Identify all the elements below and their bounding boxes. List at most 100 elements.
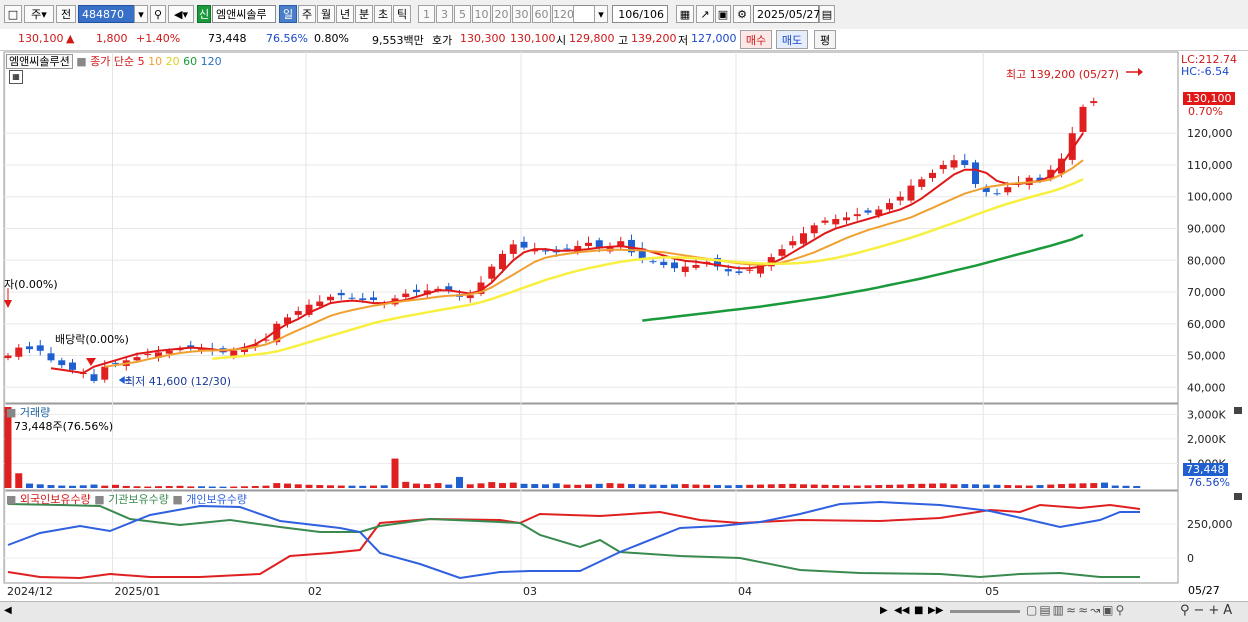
candle [542, 250, 549, 252]
volume-bar [294, 484, 302, 488]
interval-3[interactable]: 3 [436, 5, 453, 23]
candle [370, 297, 377, 300]
tab-3[interactable]: 년 [336, 5, 354, 23]
zoom-slider[interactable] [950, 610, 1020, 613]
interval-60[interactable]: 60 [532, 5, 551, 23]
interval-1[interactable]: 1 [418, 5, 435, 23]
candle [1047, 169, 1055, 179]
tab-5[interactable]: 초 [374, 5, 392, 23]
min-annotation: 최저 41,600 (12/30) [125, 375, 232, 388]
interval-5[interactable]: 5 [454, 5, 471, 23]
volume-bar [509, 482, 517, 488]
volume-bar [660, 484, 668, 488]
volume-bar [1015, 485, 1022, 488]
volume-bar [800, 484, 807, 488]
candle [714, 258, 721, 267]
buy-button[interactable]: 매수 [740, 30, 772, 49]
speaker-icon[interactable]: ◀▾ [168, 5, 194, 23]
holding-tick-label-2: 0 [1187, 552, 1194, 565]
search-icon[interactable]: ⚲ [150, 5, 166, 23]
layout-icon[interactable]: □ [4, 5, 22, 23]
candle [155, 352, 162, 358]
interval-10[interactable]: 10 [472, 5, 491, 23]
price-tick-label: 70,000 [1187, 286, 1226, 299]
table-icon[interactable]: ▦ [9, 70, 23, 84]
volume-close-icon[interactable]: ■ [6, 406, 17, 419]
sell-button[interactable]: 매도 [776, 30, 808, 49]
save-icon[interactable]: ▣ [715, 5, 731, 23]
stop-icon[interactable]: ■ [914, 605, 924, 616]
candle [628, 239, 635, 253]
period-type-select[interactable]: 주▾ [24, 5, 54, 23]
tab-0[interactable]: 일 [279, 5, 297, 23]
rewind-icon[interactable]: ◀◀ [894, 605, 910, 616]
draw-tool-icon[interactable]: ↗ [696, 5, 714, 23]
volume-bar [1068, 483, 1076, 488]
fast-forward-icon[interactable]: ▶▶ [928, 605, 944, 616]
zoom-controls-icon[interactable]: ⚲−+A [1180, 603, 1237, 618]
volume-bar [918, 483, 926, 488]
interval-120[interactable]: 120 [552, 5, 574, 23]
institution-holding-line [7, 503, 1140, 579]
settings-icon[interactable]: ⚙ [733, 5, 751, 23]
volume-bar [628, 484, 635, 488]
candle [724, 269, 732, 272]
prev-button[interactable]: 전 [56, 5, 76, 23]
candle [1090, 101, 1098, 104]
calendar-icon[interactable]: ▤ [819, 5, 835, 23]
tab-1[interactable]: 주 [298, 5, 316, 23]
candle [101, 366, 109, 380]
volume-value-label: 73,448주(76.56%) [14, 420, 114, 433]
grid-icon[interactable]: ▦ [676, 5, 694, 23]
candle [327, 296, 334, 301]
holding-close-icon[interactable]: ■ [6, 493, 17, 506]
quote-label: 호가 [432, 34, 453, 47]
chart-tools-icon[interactable]: ▢▤▥≈≈↝▣⚲ [1026, 603, 1127, 617]
candle [445, 286, 453, 291]
volume-bar [853, 485, 861, 488]
scroll-left-icon[interactable]: ◀ [4, 605, 12, 616]
candle [176, 349, 184, 351]
tab-4[interactable]: 분 [355, 5, 373, 23]
interval-dropdown-icon[interactable]: ▾ [594, 5, 608, 23]
volume-bar [466, 484, 474, 488]
stock-chart[interactable]: 120,000 110,000 100,000 90,000 80,000 70,000 6… [0, 50, 1248, 602]
eval-button[interactable]: 평 [814, 30, 836, 49]
low-label: 저 [678, 34, 689, 47]
interval-20[interactable]: 20 [492, 5, 511, 23]
tab-2[interactable]: 월 [317, 5, 335, 23]
volume-bar [735, 485, 743, 488]
legend-close-icon[interactable]: ■ [76, 55, 87, 68]
dropdown-icon[interactable]: ▾ [134, 5, 148, 23]
candle [47, 353, 55, 361]
candle [843, 217, 850, 221]
stock-name-field[interactable]: 엠앤씨솔루 [212, 5, 276, 23]
open-label: 시 [556, 34, 567, 47]
play-icon[interactable]: ▶ [880, 605, 888, 616]
volume-title: 거래량 [19, 406, 51, 419]
count-display[interactable]: 106/106 [612, 5, 668, 23]
volume-bar [1047, 484, 1055, 488]
volume-bar [864, 485, 872, 488]
volume-ratio: 76.56% [266, 32, 308, 45]
volume-tick-label: 2,000K [1187, 433, 1226, 446]
candle [1079, 106, 1087, 132]
volume-bar [305, 484, 313, 488]
candle [165, 350, 173, 354]
candle [864, 210, 872, 213]
candle [907, 185, 915, 201]
tab-6[interactable]: 틱 [393, 5, 411, 23]
volume-bar [58, 485, 66, 488]
stock-code-input[interactable]: 484870 [78, 5, 136, 23]
hc-label: HC:-6.54 [1181, 65, 1230, 78]
volume-bar [542, 484, 549, 488]
interval-30[interactable]: 30 [512, 5, 531, 23]
candle [488, 266, 496, 279]
candle [939, 164, 947, 170]
candle [918, 179, 926, 187]
volume-bar [219, 486, 227, 488]
date-input[interactable]: 2025/05/27 [753, 5, 820, 23]
candle [896, 196, 904, 201]
volume-bar [606, 483, 614, 488]
volume-bar [746, 484, 754, 488]
